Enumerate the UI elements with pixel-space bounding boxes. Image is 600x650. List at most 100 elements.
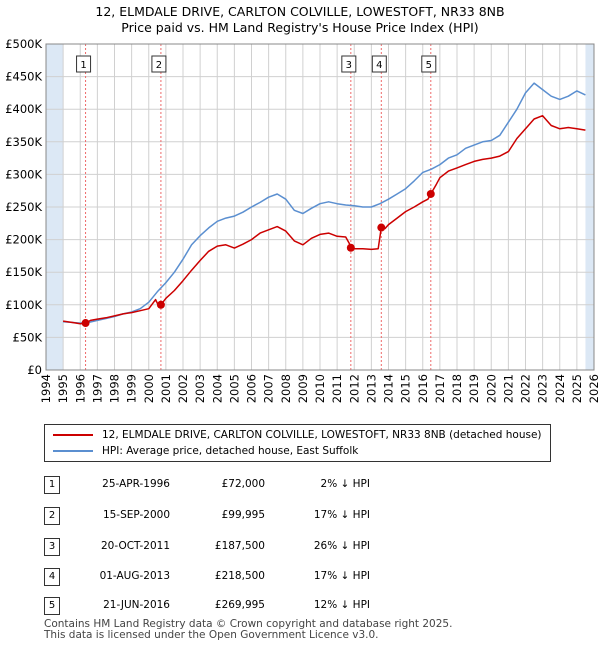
x-tick-label: 2003 — [193, 374, 207, 403]
sale-marker-label: 3 — [346, 60, 352, 71]
x-tick-label: 2005 — [227, 374, 241, 403]
y-tick-label: £300K — [5, 167, 42, 181]
y-tick-label: £200K — [5, 233, 42, 247]
sale-hpi-diff: 26% ↓ HPI — [313, 540, 370, 552]
legend-swatch-hpi — [53, 450, 93, 452]
x-tick-label: 2002 — [176, 374, 190, 403]
x-tick-label: 2014 — [382, 374, 396, 403]
chart-subtitle: Price paid vs. HM Land Registry's House … — [121, 20, 479, 35]
sale-marker-label: 1 — [80, 60, 86, 71]
x-tick-label: 2001 — [159, 374, 173, 403]
sale-marker-label: 4 — [376, 60, 382, 71]
x-tick-label: 1996 — [73, 374, 87, 403]
x-tick-label: 2026 — [587, 374, 600, 403]
x-tick-label: 2012 — [347, 374, 361, 403]
sale-point — [156, 300, 165, 309]
sale-price: £72,000 — [221, 478, 265, 490]
x-tick-label: 2009 — [296, 374, 310, 403]
sale-date: 20-OCT-2011 — [101, 540, 170, 552]
y-tick-label: £50K — [13, 330, 43, 344]
legend-label-property: 12, ELMDALE DRIVE, CARLTON COLVILLE, LOW… — [102, 429, 542, 441]
x-tick-label: 2024 — [553, 374, 567, 403]
sale-date: 15-SEP-2000 — [102, 509, 170, 521]
sale-number: 4 — [44, 568, 60, 586]
x-tick-label: 1999 — [125, 374, 139, 403]
sale-marker-box — [151, 55, 167, 73]
x-tick-label: 2017 — [433, 374, 447, 403]
price-chart: 1 2 3 4 5 £0 £50K £100K £150K £200K £250K £300K £35… — [5, 37, 600, 403]
legend-item-property: 12, ELMDALE DRIVE, CARLTON COLVILLE, LOW… — [53, 427, 542, 443]
x-tick-label: 2023 — [536, 374, 550, 403]
y-tick-label: £0 — [27, 363, 42, 377]
x-tick-label: 2025 — [570, 374, 584, 403]
y-tick-label: £150K — [5, 265, 42, 279]
y-tick-label: £450K — [5, 70, 42, 84]
hpi-line — [63, 82, 586, 324]
x-tick-label: 2021 — [501, 374, 515, 403]
legend-swatch-property — [53, 434, 93, 436]
plot-frame — [45, 43, 595, 371]
y-tick-label: £250K — [5, 200, 42, 214]
sale-date: 01-AUG-2013 — [99, 570, 170, 582]
x-tick-label: 2022 — [519, 374, 533, 403]
footer: Contains HM Land Registry data © Crown c… — [44, 619, 452, 641]
footer-licence: This data is licensed under the Open Gov… — [44, 629, 379, 641]
x-tick-label: 2019 — [467, 374, 481, 403]
sale-marker-box — [76, 55, 92, 73]
sale-price: £218,500 — [214, 570, 265, 582]
x-tick-label: 2015 — [399, 374, 413, 403]
sale-marker-box — [371, 55, 387, 73]
x-tick-label: 2010 — [313, 374, 327, 403]
sale-hpi-diff: 17% ↓ HPI — [313, 509, 370, 521]
sale-price: £99,995 — [221, 509, 265, 521]
legend-label-hpi: HPI: Average price, detached house, East… — [102, 445, 359, 457]
chart-title: 12, ELMDALE DRIVE, CARLTON COLVILLE, LOW… — [95, 4, 505, 19]
legend: 12, ELMDALE DRIVE, CARLTON COLVILLE, LOW… — [44, 424, 551, 462]
y-tick-label: £500K — [5, 37, 42, 51]
x-tick-label: 1994 — [39, 374, 53, 403]
sale-row: 5 21-JUN-2016 £269,995 12% ↓ HPI — [0, 597, 600, 615]
sale-row: 2 15-SEP-2000 £99,995 17% ↓ HPI — [0, 507, 600, 525]
legend-item-hpi: HPI: Average price, detached house, East… — [53, 443, 358, 459]
sale-row: 1 25-APR-1996 £72,000 2% ↓ HPI — [0, 476, 600, 494]
x-tick-label: 2006 — [245, 374, 259, 403]
x-tick-label: 2008 — [279, 374, 293, 403]
sale-price: £269,995 — [214, 599, 265, 611]
sale-point — [346, 243, 355, 252]
y-tick-label: £100K — [5, 298, 42, 312]
sale-hpi-diff: 17% ↓ HPI — [313, 570, 370, 582]
x-tick-label: 1995 — [56, 374, 70, 403]
x-tick-label: 2007 — [262, 374, 276, 403]
footer-copyright: Contains HM Land Registry data © Crown c… — [44, 618, 453, 630]
sale-number: 5 — [44, 597, 60, 615]
sale-marker-label: 2 — [156, 60, 162, 71]
sale-price: £187,500 — [214, 540, 265, 552]
sale-number: 3 — [44, 538, 60, 556]
sale-date: 21-JUN-2016 — [103, 599, 170, 611]
sale-date: 25-APR-1996 — [102, 478, 170, 490]
sale-marker-box — [341, 55, 357, 73]
x-tick-label: 2000 — [142, 374, 156, 403]
x-tick-label: 2011 — [330, 374, 344, 403]
sale-hpi-diff: 12% ↓ HPI — [313, 599, 370, 611]
x-tick-label: 2018 — [450, 374, 464, 403]
x-tick-label: 2013 — [364, 374, 378, 403]
x-tick-label: 2020 — [484, 374, 498, 403]
sale-number: 1 — [44, 476, 60, 494]
sale-point — [377, 223, 386, 232]
sale-point — [81, 319, 90, 328]
sale-number: 2 — [44, 507, 60, 525]
y-tick-label: £350K — [5, 135, 42, 149]
sale-marker-box — [421, 55, 437, 73]
sale-hpi-diff: 2% ↓ HPI — [320, 478, 370, 490]
sale-marker-label: 5 — [426, 60, 432, 71]
x-tick-label: 2004 — [210, 374, 224, 403]
x-tick-label: 1998 — [108, 374, 122, 403]
sale-row: 3 20-OCT-2011 £187,500 26% ↓ HPI — [0, 538, 600, 556]
x-tick-label: 1997 — [90, 374, 104, 403]
property-price-line — [62, 114, 586, 325]
y-tick-label: £400K — [5, 102, 42, 116]
sale-point — [426, 189, 435, 198]
sale-row: 4 01-AUG-2013 £218,500 17% ↓ HPI — [0, 568, 600, 586]
x-tick-label: 2016 — [416, 374, 430, 403]
